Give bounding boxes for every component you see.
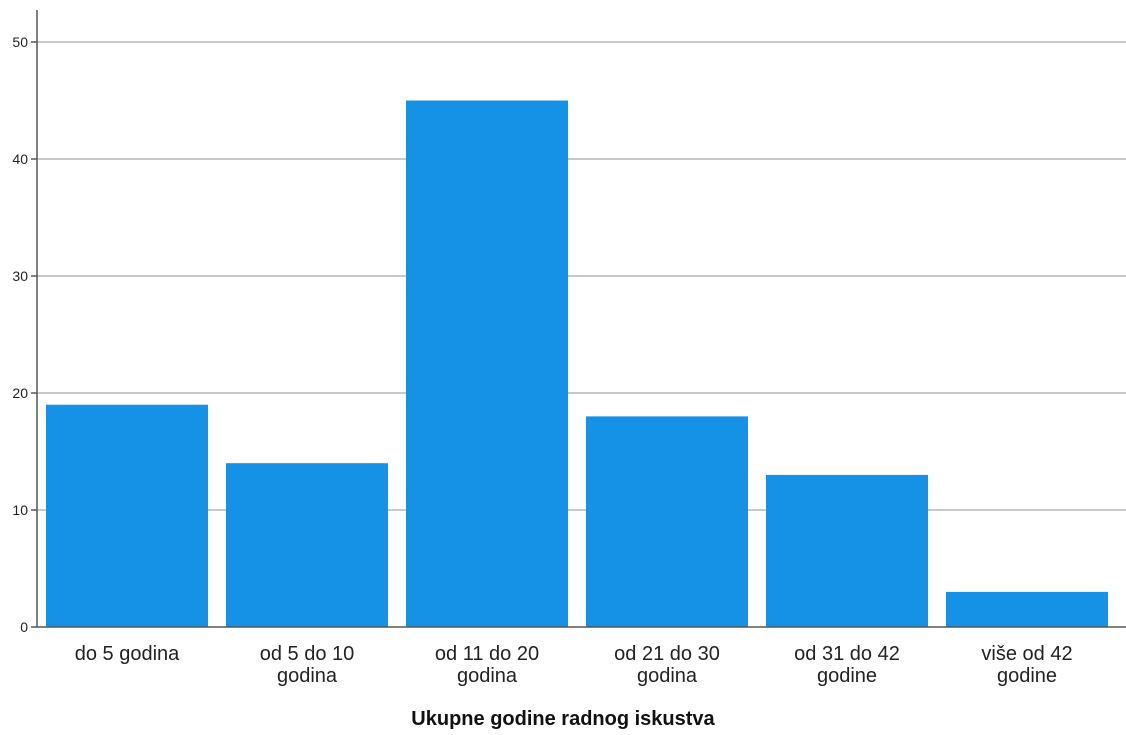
- y-tick-label: 40: [12, 151, 28, 167]
- bar: [766, 474, 928, 627]
- y-tick-label: 10: [12, 502, 28, 518]
- bar: [46, 404, 208, 627]
- x-tick-label: od 5 do 10 godina: [260, 643, 355, 687]
- y-tick-label: 50: [12, 34, 28, 50]
- y-tick-label: 20: [12, 385, 28, 401]
- y-axis: 0 10 20 30 40 50: [12, 10, 1126, 635]
- bar: [946, 591, 1108, 627]
- x-tick-label: više od 42 godine: [981, 643, 1072, 687]
- x-tick-label: do 5 godina: [75, 643, 180, 665]
- x-tick-label: od 31 do 42 godine: [794, 643, 900, 687]
- x-axis-labels: do 5 godina od 5 do 10 godina od 11 do 20 go…: [75, 643, 1073, 687]
- x-tick-label: od 11 do 20 godina: [435, 643, 539, 687]
- bar: [586, 416, 748, 627]
- bar: [226, 463, 388, 627]
- y-tick-label: 0: [20, 619, 28, 635]
- y-tick-label: 30: [12, 268, 28, 284]
- gridlines: [37, 41, 1126, 511]
- bars: [46, 100, 1108, 627]
- bar: [406, 100, 568, 627]
- x-tick-label: od 21 do 30 godina: [614, 643, 720, 687]
- x-axis-title: Ukupne godine radnog iskustva: [411, 708, 715, 730]
